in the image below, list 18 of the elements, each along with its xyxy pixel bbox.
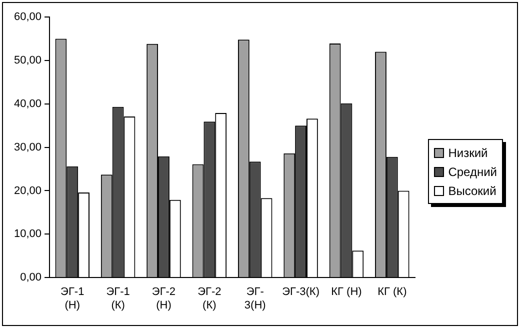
y-tick-label: 30,00 xyxy=(14,141,42,154)
y-tick-label: 20,00 xyxy=(14,184,42,197)
x-tick-label: КГ (Н) xyxy=(331,286,362,298)
legend-label: Низкий xyxy=(448,146,488,160)
y-tick-label: 10,00 xyxy=(14,228,42,240)
x-tick-label: ЭГ-1 (К) xyxy=(106,286,130,312)
text: Высокий xyxy=(448,184,496,198)
x-tick-label: ЭГ-1 (Н) xyxy=(60,286,84,312)
x-tick-label: ЭГ-2 (К) xyxy=(198,286,222,312)
y-tick-label: 40,00 xyxy=(14,98,42,110)
x-tick-label: ЭГ-3(К) xyxy=(282,286,320,298)
y-tick-label: 0,00 xyxy=(20,272,42,284)
y-tick-label: 60,00 xyxy=(14,11,42,24)
y-tick-label: 50,00 xyxy=(14,54,42,66)
x-tick-label: ЭГ-2 (Н) xyxy=(152,286,176,312)
legend-label: Средний xyxy=(448,164,497,178)
x-tick-label: ЭГ-3(Н) xyxy=(244,286,266,312)
x-tick-label: КГ (К) xyxy=(378,286,407,298)
